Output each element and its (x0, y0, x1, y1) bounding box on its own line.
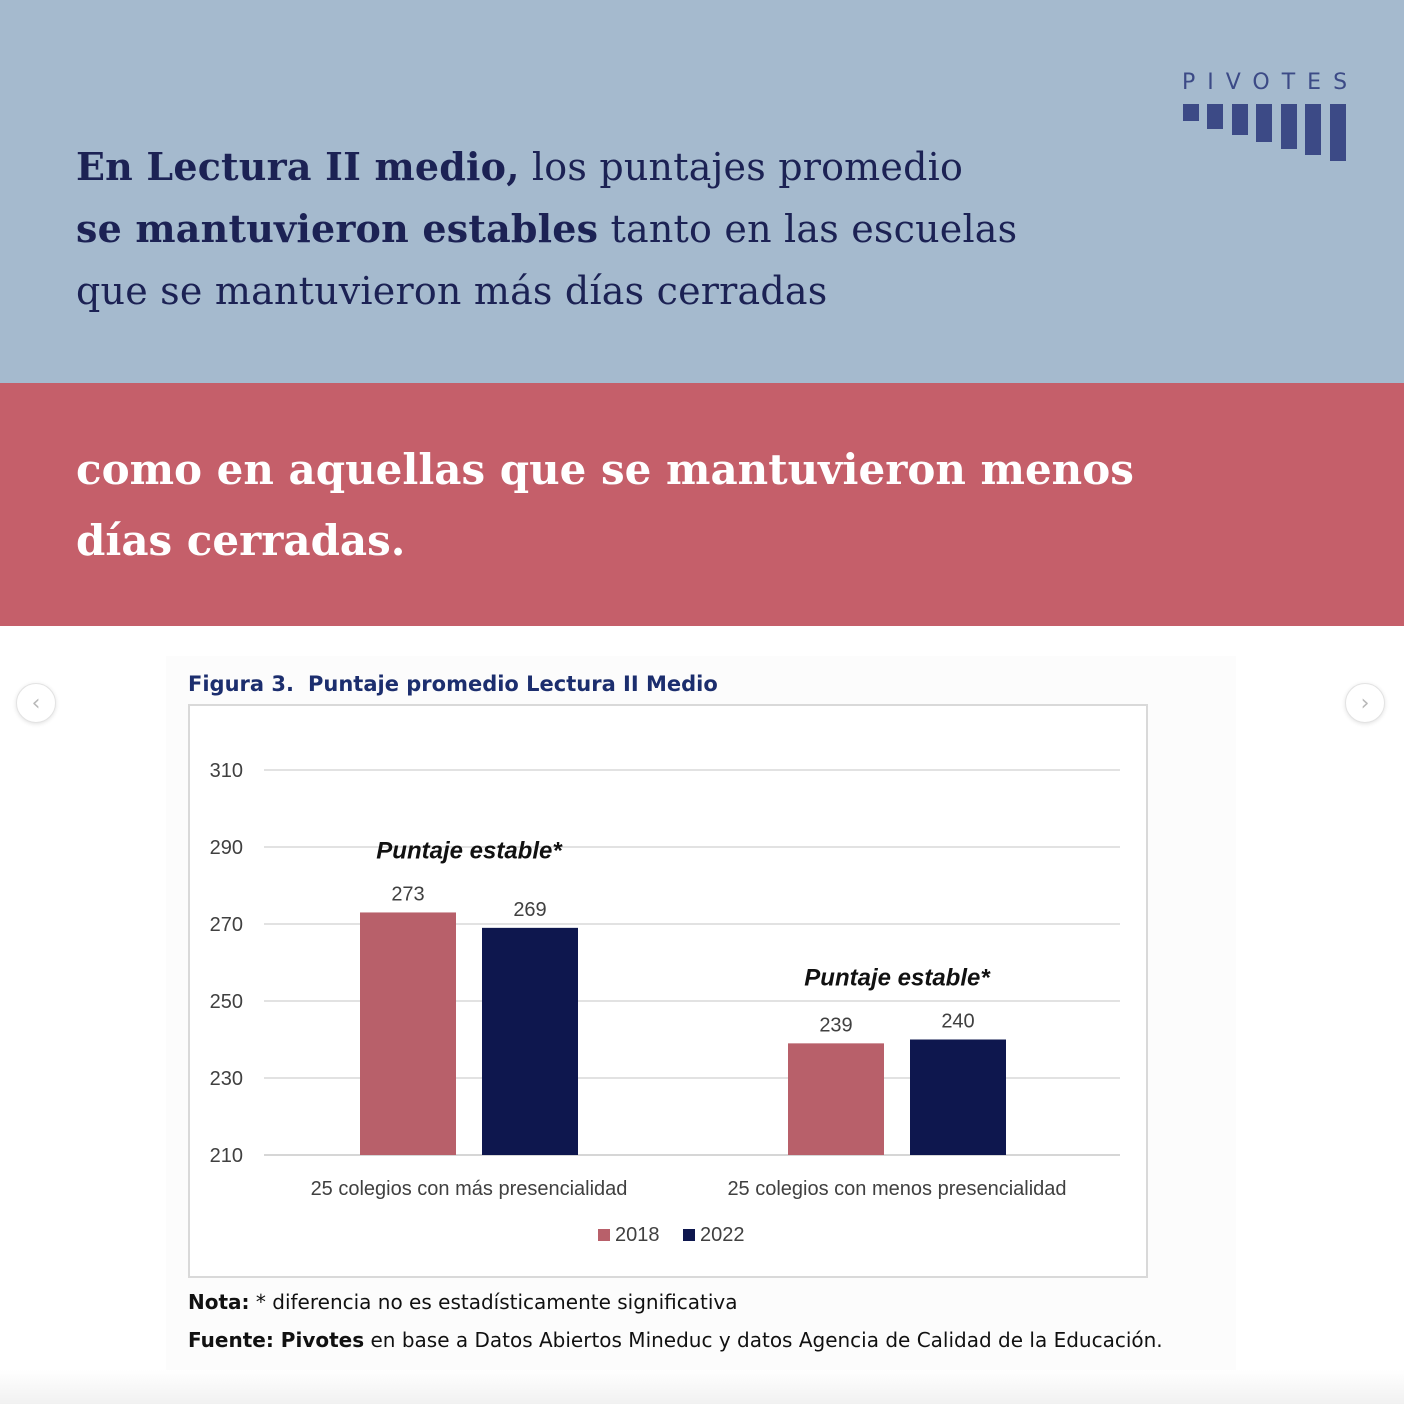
logo-wordmark: PIVOTES (1182, 70, 1360, 95)
headline-bold-1: En Lectura II medio, (76, 144, 520, 189)
y-tick-label: 310 (210, 760, 243, 782)
subheader-band (0, 383, 1404, 626)
bar-2018 (788, 1043, 884, 1155)
logo-bars-icon (1183, 104, 1346, 161)
bar-2022 (910, 1039, 1006, 1155)
legend-swatch-2018 (598, 1229, 610, 1241)
headline-text-2: tanto en las escuelas (598, 207, 1018, 251)
note-label: Nota: (188, 1290, 250, 1314)
legend-label: 2018 (615, 1224, 660, 1246)
chevron-left-icon: ‹ (31, 690, 41, 716)
bar-chart: 210 230 250 270 290 310 273 269 Puntaje estable*… (210, 760, 1120, 1246)
headline-text-3: que se mantuvieron más días cerradas (76, 269, 828, 313)
headline-bold-2: se mantuvieron estables (76, 206, 599, 251)
data-label: 240 (941, 1011, 974, 1033)
y-tick-label: 250 (210, 991, 243, 1013)
headline-text-1: los puntajes promedio (519, 145, 964, 189)
y-tick-label: 210 (210, 1145, 243, 1167)
subheadline: como en aquellas que se mantuvieron meno… (76, 434, 1176, 576)
figure-note: Nota: * diferencia no es estadísticament… (188, 1290, 738, 1314)
pivotes-logo: PIVOTES (1180, 70, 1350, 166)
figure-source: Fuente: Pivotes en base a Datos Abiertos… (188, 1328, 1163, 1352)
bottom-fade (0, 1370, 1404, 1404)
source-label: Fuente: (188, 1328, 274, 1352)
y-tick-label: 230 (210, 1068, 243, 1090)
chevron-right-icon: › (1360, 690, 1370, 716)
source-brand: Pivotes (273, 1328, 365, 1352)
data-label: 273 (391, 883, 424, 905)
y-tick-label: 290 (210, 837, 243, 859)
x-category-label: 25 colegios con menos presencialidad (727, 1178, 1066, 1200)
y-tick-label: 270 (210, 914, 243, 936)
bar-2018 (360, 912, 456, 1155)
figure-number: Figura 3. (188, 672, 294, 696)
x-category-label: 25 colegios con más presencialidad (311, 1178, 628, 1200)
bar-2022 (482, 927, 578, 1155)
figure-title: Figura 3. Puntaje promedio Lectura II Med… (188, 672, 718, 696)
chart-frame (188, 704, 1148, 1278)
note-text: * diferencia no es estadísticamente sign… (249, 1290, 738, 1314)
next-slide-button[interactable]: › (1345, 683, 1385, 723)
figure-title-text: Puntaje promedio Lectura II Medio (308, 672, 718, 696)
header-band (0, 0, 1404, 383)
annotation-label: Puntaje estable* (376, 837, 563, 864)
source-text: en base a Datos Abiertos Mineduc y datos… (364, 1328, 1163, 1352)
data-label: 239 (819, 1014, 852, 1036)
legend-swatch-2022 (683, 1229, 695, 1241)
subheadline-line-1: como en aquellas que se mantuvieron meno… (76, 445, 1134, 494)
previous-slide-button[interactable]: ‹ (16, 683, 56, 723)
data-label: 269 (513, 899, 546, 921)
annotation-label: Puntaje estable* (804, 965, 991, 992)
headline: En Lectura II medio, los puntajes promed… (76, 136, 1076, 322)
legend-label: 2022 (700, 1224, 745, 1246)
subheadline-line-2: días cerradas. (76, 516, 406, 565)
